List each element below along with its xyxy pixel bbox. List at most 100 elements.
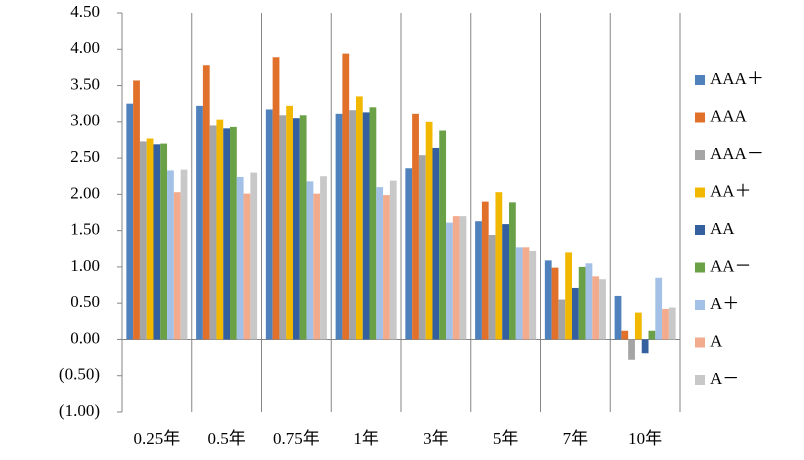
bar bbox=[488, 234, 496, 340]
bar bbox=[369, 107, 377, 340]
legend-swatch bbox=[695, 262, 705, 273]
bar bbox=[202, 65, 210, 340]
bar bbox=[306, 181, 314, 340]
bar bbox=[279, 115, 287, 340]
y-tick-label: (0.50) bbox=[59, 365, 100, 384]
y-tick-label: 2.00 bbox=[70, 183, 100, 202]
bar bbox=[412, 113, 419, 340]
y-tick-label: (1.00) bbox=[59, 401, 100, 420]
x-tick-label: 0.75年 bbox=[273, 429, 320, 448]
bar bbox=[481, 201, 489, 340]
y-tick-label: 3.00 bbox=[70, 111, 100, 130]
bar bbox=[405, 168, 413, 340]
legend-swatch bbox=[695, 150, 705, 160]
bar bbox=[628, 339, 635, 360]
bar bbox=[272, 57, 280, 340]
y-tick-label: 2.50 bbox=[70, 147, 100, 166]
bar bbox=[320, 176, 327, 340]
legend-label: AAA－ bbox=[710, 144, 764, 163]
bar bbox=[230, 126, 237, 340]
bar bbox=[383, 195, 390, 340]
bar bbox=[265, 109, 273, 340]
bar bbox=[425, 121, 433, 340]
bar bbox=[133, 80, 140, 340]
bar bbox=[216, 119, 224, 340]
bar bbox=[418, 155, 426, 340]
y-tick-label: 1.00 bbox=[70, 256, 100, 275]
bar bbox=[389, 180, 397, 340]
y-tick-label: 1.50 bbox=[70, 220, 100, 239]
bar bbox=[599, 279, 606, 340]
bar bbox=[173, 192, 181, 340]
bar bbox=[544, 260, 552, 340]
bar bbox=[292, 118, 300, 340]
bar bbox=[662, 308, 669, 340]
bar bbox=[578, 266, 586, 340]
y-tick-label: 3.50 bbox=[70, 74, 100, 93]
bar bbox=[209, 125, 217, 340]
bar bbox=[565, 252, 572, 340]
bar bbox=[614, 295, 622, 340]
bar bbox=[452, 216, 460, 340]
bar bbox=[196, 105, 203, 340]
legend-swatch bbox=[695, 75, 705, 85]
bar bbox=[243, 193, 251, 340]
bar bbox=[459, 216, 467, 340]
bar bbox=[180, 169, 188, 340]
bar bbox=[475, 221, 482, 340]
bar bbox=[376, 187, 384, 340]
bar bbox=[160, 143, 168, 340]
legend-label: A＋ bbox=[710, 294, 739, 313]
bar bbox=[495, 192, 503, 340]
bar bbox=[126, 103, 134, 340]
bar bbox=[515, 247, 523, 340]
x-tick-label: 3年 bbox=[423, 429, 449, 448]
bar bbox=[342, 53, 350, 340]
bar bbox=[349, 110, 356, 340]
bar bbox=[571, 287, 579, 340]
y-tick-label: 4.00 bbox=[70, 38, 100, 57]
bar bbox=[355, 96, 363, 340]
legend-swatch bbox=[695, 300, 705, 310]
y-tick-label: 4.50 bbox=[70, 2, 100, 21]
bar bbox=[432, 147, 440, 340]
legend-label: AA bbox=[710, 219, 735, 238]
legend-label: A－ bbox=[710, 369, 739, 388]
legend-swatch bbox=[695, 375, 705, 385]
bar bbox=[502, 224, 510, 340]
legend-swatch bbox=[695, 337, 705, 348]
bar bbox=[139, 141, 147, 340]
bar bbox=[648, 330, 656, 340]
bar bbox=[146, 138, 154, 340]
bar bbox=[529, 250, 537, 340]
bar bbox=[439, 130, 447, 340]
legend-label: AA－ bbox=[710, 256, 752, 275]
bar bbox=[362, 112, 370, 340]
bar bbox=[313, 193, 321, 340]
bar bbox=[250, 172, 258, 340]
bar bbox=[585, 263, 593, 340]
legend-swatch bbox=[695, 112, 705, 123]
y-tick-label: 0.50 bbox=[70, 292, 100, 311]
bar bbox=[236, 176, 244, 340]
bar bbox=[634, 312, 642, 340]
bar bbox=[592, 276, 600, 340]
bar bbox=[335, 113, 343, 340]
legend-label: A bbox=[710, 331, 723, 350]
bar bbox=[299, 115, 307, 340]
legend-swatch bbox=[695, 187, 705, 198]
bar bbox=[446, 222, 453, 340]
x-tick-label: 0.25年 bbox=[134, 429, 181, 448]
bar bbox=[286, 105, 293, 340]
x-tick-label: 1年 bbox=[353, 429, 379, 448]
bar bbox=[558, 299, 566, 340]
bar bbox=[655, 277, 663, 340]
legend-label: AA＋ bbox=[710, 181, 752, 200]
legend-label: AAA＋ bbox=[710, 69, 764, 88]
legend-label: AAA bbox=[710, 106, 748, 125]
x-tick-label: 7年 bbox=[563, 429, 589, 448]
x-tick-label: 10年 bbox=[628, 429, 662, 448]
legend-swatch bbox=[695, 225, 705, 235]
bar bbox=[522, 247, 530, 340]
